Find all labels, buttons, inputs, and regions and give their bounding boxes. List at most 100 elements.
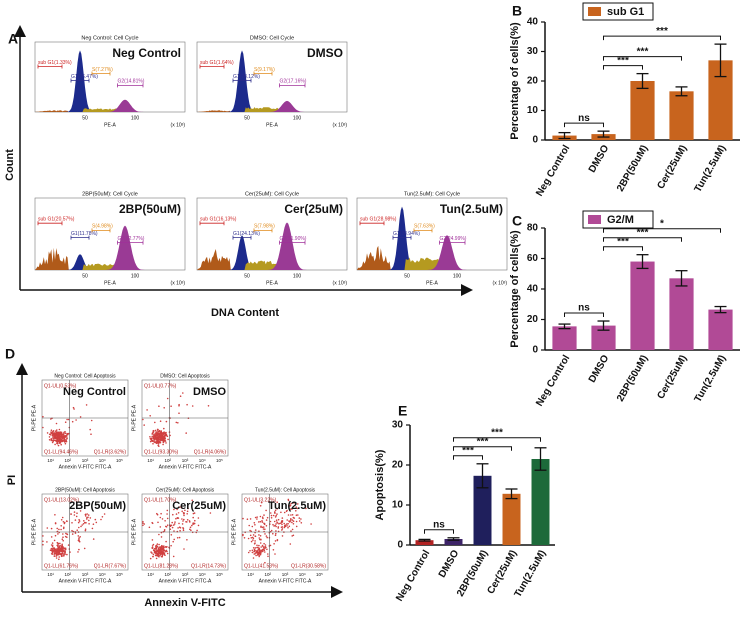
event-dot bbox=[152, 553, 155, 556]
plot-title: 2BP(50uM): Cell Cycle bbox=[82, 191, 138, 197]
axis-label: PI-PE PE-A bbox=[231, 518, 237, 545]
axis-label: PI-PE PE-A bbox=[31, 404, 37, 431]
event-dot bbox=[166, 524, 169, 526]
bar bbox=[531, 459, 550, 545]
event-dot bbox=[156, 438, 158, 441]
event-dot bbox=[87, 514, 90, 516]
event-dot bbox=[143, 523, 146, 525]
y-tick-label: 0 bbox=[532, 345, 538, 356]
event-dot bbox=[51, 441, 54, 444]
event-dot bbox=[78, 519, 80, 521]
y-tick-label: 20 bbox=[527, 314, 539, 325]
histogram-area bbox=[197, 110, 347, 112]
event-dot bbox=[290, 502, 293, 505]
event-dot bbox=[95, 521, 98, 524]
x-tick-label: 10¹ bbox=[147, 458, 154, 463]
event-dot bbox=[300, 518, 302, 520]
event-dot bbox=[154, 429, 157, 432]
event-dot bbox=[84, 528, 87, 530]
event-dot bbox=[272, 549, 275, 551]
event-dot bbox=[57, 533, 59, 535]
event-dot bbox=[261, 550, 264, 552]
event-dot bbox=[154, 421, 156, 424]
plot-label: Tun(2.5uM) bbox=[268, 500, 326, 512]
y-tick-label: 20 bbox=[392, 460, 404, 471]
event-dot bbox=[59, 542, 61, 545]
event-dot bbox=[58, 428, 61, 431]
event-dot bbox=[289, 505, 291, 507]
event-dot bbox=[264, 551, 266, 553]
event-dot bbox=[283, 522, 286, 525]
panel-label: D bbox=[5, 346, 15, 362]
event-dot bbox=[276, 508, 278, 510]
significance-bracket bbox=[603, 246, 643, 251]
event-dot bbox=[165, 442, 167, 444]
plot-frame bbox=[34, 197, 186, 271]
plot-label: Cer(25uM) bbox=[284, 202, 343, 216]
gate-label: G1(24.13%) bbox=[233, 231, 260, 237]
event-dot bbox=[52, 439, 55, 442]
event-dot bbox=[270, 514, 273, 517]
event-dot bbox=[88, 523, 90, 525]
event-dot bbox=[103, 513, 106, 515]
event-dot bbox=[151, 545, 154, 547]
histogram-area bbox=[357, 245, 507, 270]
bar bbox=[473, 475, 492, 545]
event-dot bbox=[254, 516, 257, 519]
event-dot bbox=[55, 435, 57, 438]
y-axis-label: Percentage of cells(%) bbox=[509, 230, 521, 348]
event-dot bbox=[259, 542, 262, 544]
event-dot bbox=[85, 404, 88, 406]
quadrant-label: Q1-LR(7.67%) bbox=[94, 563, 127, 569]
event-dot bbox=[166, 513, 168, 515]
x-tick-label: 100 bbox=[293, 115, 302, 121]
x-tick-label: 10² bbox=[165, 458, 172, 463]
event-dot bbox=[280, 522, 283, 524]
event-dot bbox=[63, 522, 66, 525]
x-tick-label: 2BP(50uM) bbox=[615, 143, 650, 193]
plot-label: DMSO bbox=[193, 386, 226, 398]
y-tick-label: 20 bbox=[527, 76, 539, 87]
event-dot bbox=[53, 439, 56, 442]
event-dot bbox=[57, 440, 60, 443]
event-dot bbox=[255, 550, 258, 552]
quadrant-label: Q1-LL(81.28%) bbox=[144, 563, 179, 569]
x-tick-label: 10⁴ bbox=[99, 572, 106, 577]
event-dot bbox=[62, 553, 64, 555]
x-tick-label: 50 bbox=[244, 273, 250, 279]
x-tick-label: 10³ bbox=[82, 458, 89, 463]
event-dot bbox=[56, 527, 58, 530]
event-dot bbox=[152, 555, 154, 558]
event-dot bbox=[270, 529, 273, 532]
event-dot bbox=[79, 416, 82, 418]
event-dot bbox=[50, 438, 52, 440]
event-dot bbox=[64, 435, 67, 438]
event-dot bbox=[259, 535, 262, 537]
event-dot bbox=[66, 533, 68, 535]
event-dots bbox=[242, 498, 312, 564]
event-dot bbox=[259, 520, 262, 523]
plot-label: Neg Control bbox=[112, 46, 181, 60]
x-tick-label: 10⁵ bbox=[116, 458, 123, 463]
event-dot bbox=[153, 439, 156, 441]
event-dot bbox=[253, 522, 256, 524]
event-dot bbox=[90, 419, 93, 422]
event-dot bbox=[182, 392, 184, 394]
event-dot bbox=[78, 538, 80, 540]
event-dot bbox=[273, 525, 275, 527]
event-dot bbox=[50, 547, 53, 550]
event-dot bbox=[274, 512, 276, 514]
event-dot bbox=[167, 438, 169, 441]
event-dot bbox=[292, 520, 295, 522]
significance-label: *** bbox=[462, 445, 474, 456]
event-dot bbox=[86, 517, 88, 519]
event-dot bbox=[176, 508, 178, 511]
event-dot bbox=[78, 526, 80, 529]
gate-label: G1(11.78%) bbox=[71, 231, 98, 237]
histogram-area bbox=[197, 107, 347, 112]
event-dot bbox=[291, 514, 294, 516]
event-dot bbox=[184, 509, 186, 512]
event-dot bbox=[276, 521, 278, 523]
event-dot bbox=[60, 528, 62, 531]
event-dot bbox=[62, 527, 65, 530]
